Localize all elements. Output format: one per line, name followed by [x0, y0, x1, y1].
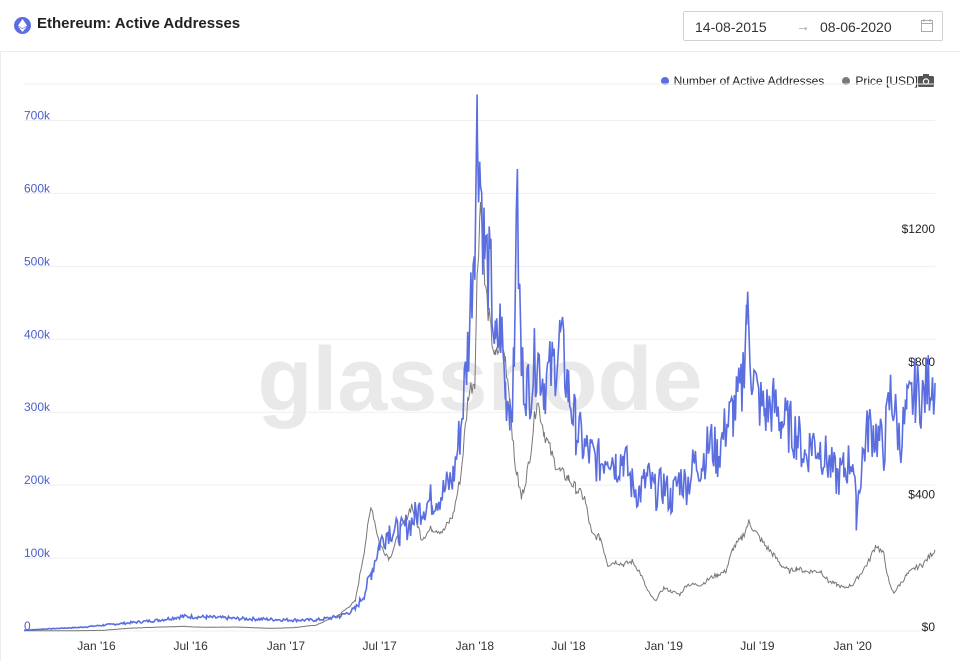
- y-left-tick-label: 600k: [24, 181, 51, 195]
- x-tick-label: Jul '18: [551, 639, 586, 653]
- y-right-tick-label: $1200: [902, 222, 936, 236]
- x-tick-label: Jul '17: [362, 639, 397, 653]
- y-right-tick-label: $800: [908, 355, 935, 369]
- chart-title: Ethereum: Active Addresses: [37, 15, 241, 32]
- legend-dot-active-addresses: [660, 77, 669, 85]
- date-to-field[interactable]: 08-06-2020: [820, 19, 892, 35]
- legend-dot-price: [842, 77, 851, 85]
- y-right-tick-label: $400: [908, 487, 935, 501]
- x-tick-label: Jul '19: [740, 639, 775, 653]
- y-left-tick-label: 700k: [24, 108, 51, 122]
- x-tick-label: Jan '19: [645, 639, 684, 653]
- x-tick-label: Jan '16: [77, 639, 116, 653]
- y-left-tick-label: 200k: [24, 473, 51, 487]
- chart-header: Ethereum: Active Addresses 14-08-2015 → …: [0, 0, 960, 52]
- series-price-line: [24, 201, 936, 632]
- y-left-tick-label: 500k: [24, 254, 51, 268]
- y-axis-right: $0 $400 $800 $1200: [902, 222, 936, 634]
- watermark: glassnode: [257, 330, 702, 430]
- x-tick-label: Jan '20: [834, 639, 873, 653]
- ethereum-icon: [14, 17, 31, 34]
- x-axis: Jan '16 Jul '16 Jan '17 Jul '17 Jan '18 Jul '…: [77, 639, 872, 653]
- date-range-picker[interactable]: 14-08-2015 → 08-06-2020: [683, 11, 943, 41]
- x-tick-label: Jan '17: [267, 639, 306, 653]
- y-axis-left: 0 100k 200k 300k 400k 500k 600k 700k: [24, 108, 51, 633]
- calendar-icon[interactable]: [921, 19, 933, 35]
- y-right-tick-label: $0: [922, 620, 936, 634]
- y-left-tick-label: 100k: [24, 546, 51, 560]
- x-tick-label: Jul '16: [174, 639, 209, 653]
- arrow-right-icon: →: [796, 18, 810, 34]
- date-from-field[interactable]: 14-08-2015: [695, 19, 767, 35]
- y-left-tick-label: 0: [24, 619, 31, 633]
- x-tick-label: Jan '18: [456, 639, 495, 653]
- y-left-tick-label: 300k: [24, 400, 51, 414]
- y-left-tick-label: 400k: [24, 327, 51, 341]
- series-active-addresses-line: [23, 94, 936, 632]
- panel-border: [0, 52, 1, 661]
